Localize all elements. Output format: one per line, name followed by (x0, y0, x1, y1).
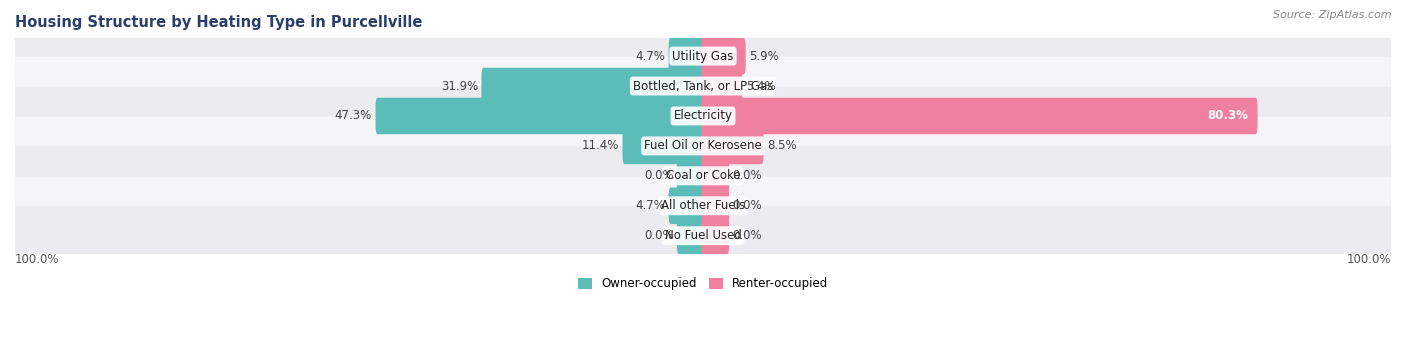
Legend: Owner-occupied, Renter-occupied: Owner-occupied, Renter-occupied (572, 273, 834, 295)
Text: 0.0%: 0.0% (733, 229, 762, 242)
FancyBboxPatch shape (676, 158, 704, 194)
Text: All other Fuels: All other Fuels (661, 199, 745, 212)
Text: Housing Structure by Heating Type in Purcellville: Housing Structure by Heating Type in Pur… (15, 15, 422, 30)
Text: No Fuel Used: No Fuel Used (665, 229, 741, 242)
FancyBboxPatch shape (11, 206, 1395, 265)
Text: 0.0%: 0.0% (644, 169, 673, 182)
FancyBboxPatch shape (702, 188, 730, 224)
FancyBboxPatch shape (11, 57, 1395, 115)
FancyBboxPatch shape (702, 68, 742, 104)
Text: Source: ZipAtlas.com: Source: ZipAtlas.com (1274, 10, 1392, 20)
Text: 0.0%: 0.0% (733, 199, 762, 212)
Text: 11.4%: 11.4% (582, 139, 619, 152)
FancyBboxPatch shape (375, 98, 704, 134)
Text: 47.3%: 47.3% (335, 109, 373, 122)
Text: Utility Gas: Utility Gas (672, 49, 734, 63)
Text: 5.4%: 5.4% (745, 79, 775, 92)
Text: 80.3%: 80.3% (1208, 109, 1249, 122)
Text: Fuel Oil or Kerosene: Fuel Oil or Kerosene (644, 139, 762, 152)
FancyBboxPatch shape (11, 176, 1395, 235)
FancyBboxPatch shape (702, 158, 730, 194)
Text: 31.9%: 31.9% (440, 79, 478, 92)
FancyBboxPatch shape (676, 218, 704, 254)
Text: 100.0%: 100.0% (1347, 253, 1391, 266)
FancyBboxPatch shape (669, 188, 704, 224)
Text: 5.9%: 5.9% (749, 49, 779, 63)
FancyBboxPatch shape (11, 147, 1395, 205)
FancyBboxPatch shape (702, 218, 730, 254)
FancyBboxPatch shape (669, 38, 704, 74)
Text: 8.5%: 8.5% (768, 139, 797, 152)
FancyBboxPatch shape (481, 68, 704, 104)
Text: 0.0%: 0.0% (733, 169, 762, 182)
FancyBboxPatch shape (623, 128, 704, 164)
Text: Bottled, Tank, or LP Gas: Bottled, Tank, or LP Gas (633, 79, 773, 92)
Text: Electricity: Electricity (673, 109, 733, 122)
Text: 100.0%: 100.0% (15, 253, 59, 266)
Text: Coal or Coke: Coal or Coke (665, 169, 741, 182)
FancyBboxPatch shape (702, 38, 745, 74)
FancyBboxPatch shape (702, 128, 763, 164)
Text: 0.0%: 0.0% (644, 229, 673, 242)
FancyBboxPatch shape (11, 87, 1395, 145)
FancyBboxPatch shape (11, 117, 1395, 175)
Text: 4.7%: 4.7% (636, 49, 665, 63)
FancyBboxPatch shape (702, 98, 1257, 134)
Text: 4.7%: 4.7% (636, 199, 665, 212)
FancyBboxPatch shape (11, 27, 1395, 85)
